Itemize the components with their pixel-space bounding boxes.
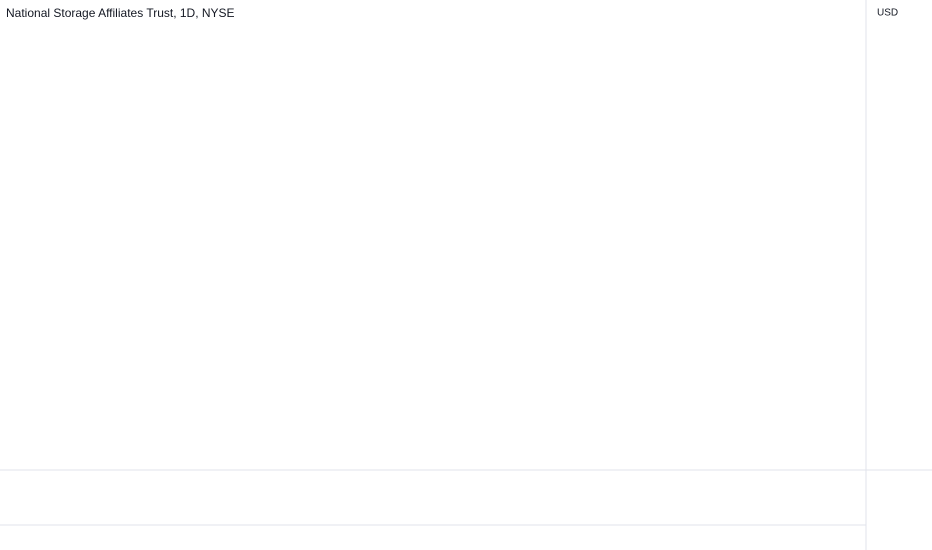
currency: USD [877, 8, 898, 19]
chart-title: National Storage Affiliates Trust, 1D, N… [6, 6, 235, 20]
